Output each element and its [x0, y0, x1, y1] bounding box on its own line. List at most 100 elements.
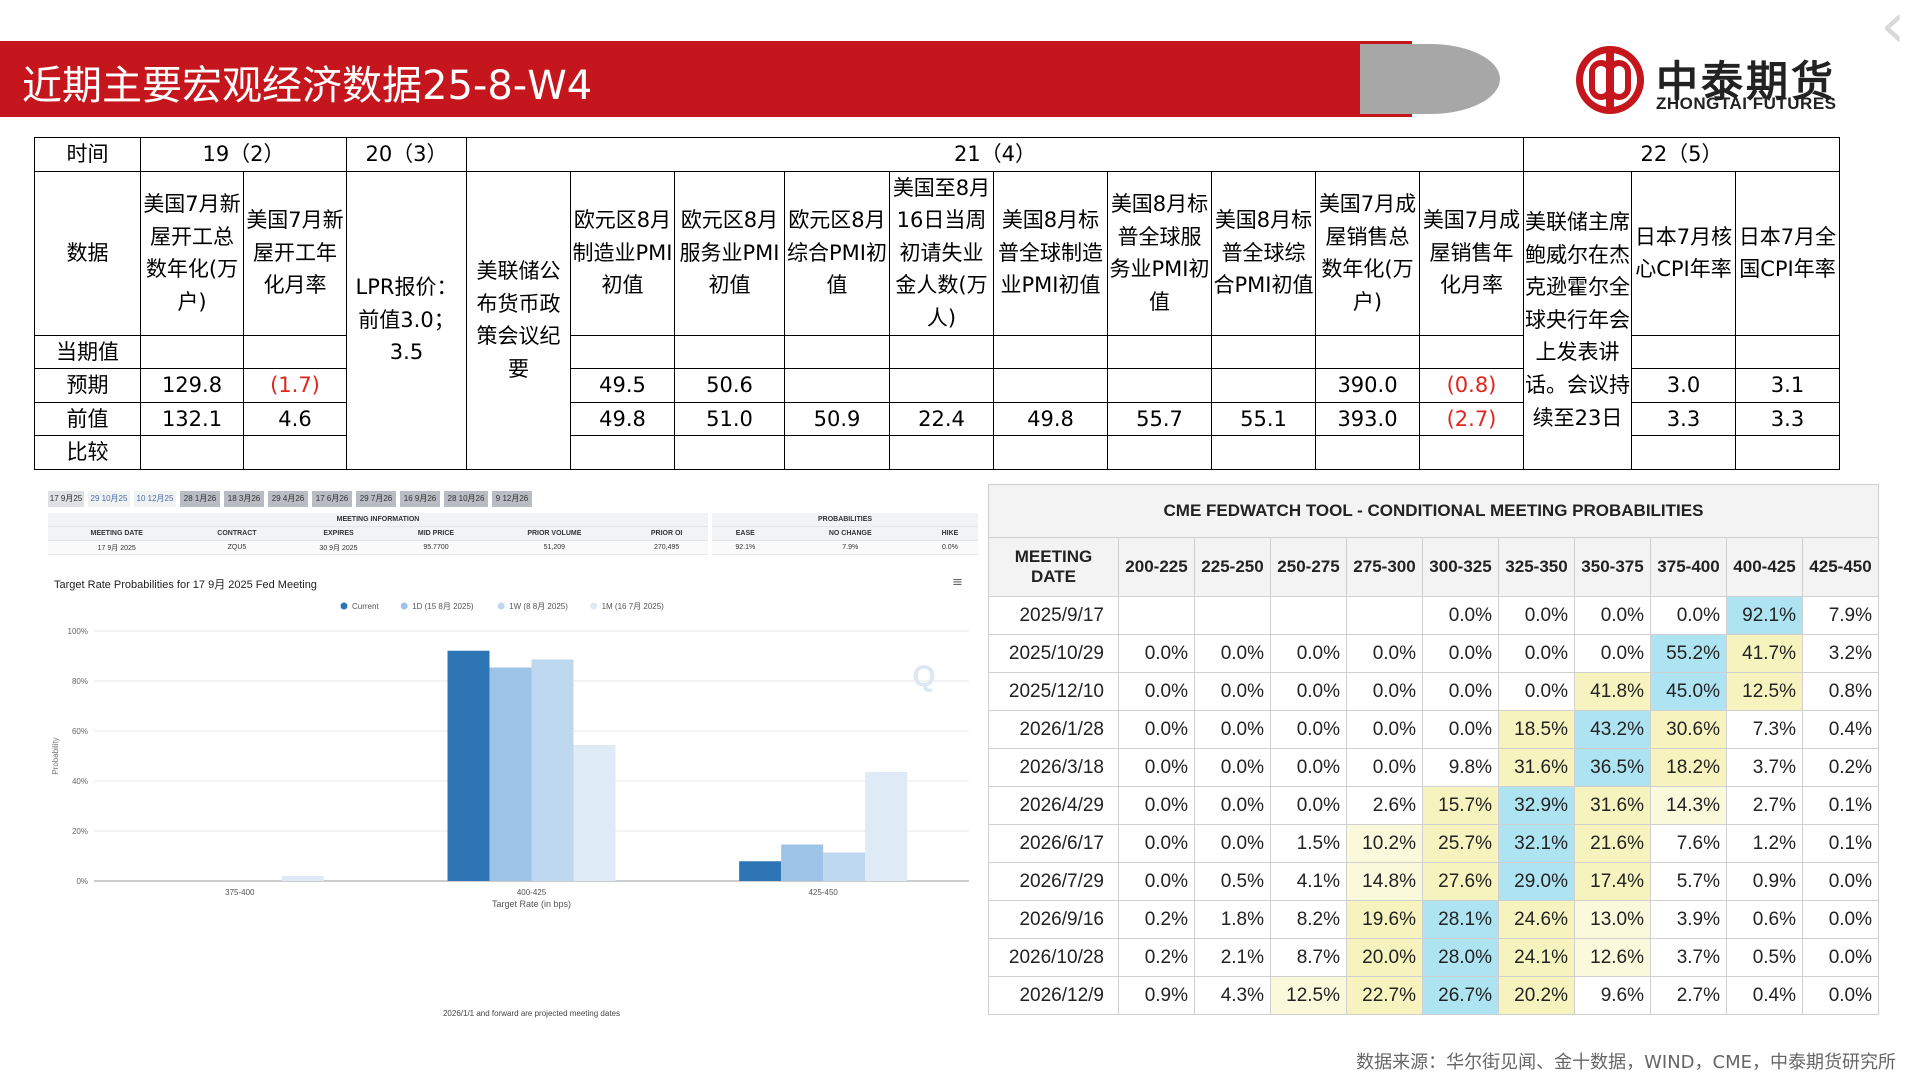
fedwatch-chart-panel: 17 9月25 29 10月25 10 12月25 28 1月26 18 3月2…: [44, 483, 982, 1023]
probability-cell: 0.1%: [1802, 824, 1879, 863]
indicator-label: 欧元区8月制造业PMI初值: [570, 170, 675, 336]
menu-icon[interactable]: ≡: [952, 575, 963, 590]
probability-cell: 28.1%: [1422, 900, 1499, 939]
logo-name-cn: 中泰期货: [1656, 57, 1837, 106]
probability-cell: 0.0%: [1118, 748, 1195, 787]
column-header: 275-300: [1346, 537, 1423, 597]
probability-cell: 15.7%: [1422, 786, 1499, 825]
probability-cell: 0.5%: [1726, 938, 1803, 977]
y-tick-label: 80%: [72, 677, 88, 686]
probability-cell: 0.0%: [1270, 634, 1347, 673]
expected-value: 3.1: [1735, 368, 1840, 403]
current-value: [140, 334, 244, 370]
table-row: 2025/9/17 0.0% 0.0% 0.0% 0.0% 92.1% 7.9%: [988, 596, 1879, 635]
probability-cell: 0.4%: [1802, 710, 1879, 749]
meeting-date: 2026/6/17: [988, 824, 1119, 863]
meeting-tab[interactable]: 16 9月26: [400, 491, 440, 507]
previous-value: 4.6: [243, 401, 347, 437]
probability-cell: 24.1%: [1498, 938, 1575, 977]
meeting-info-value: 17 9月 2025: [48, 540, 186, 555]
probability-cell: 55.2%: [1650, 634, 1727, 673]
probability-cell: 0.0%: [1194, 786, 1271, 825]
bar: [865, 772, 908, 881]
compare-value: [1735, 435, 1840, 470]
probability-cell: 0.0%: [1346, 634, 1423, 673]
previous-value: 55.7: [1107, 401, 1212, 437]
probability-cell: 0.0%: [1118, 672, 1195, 711]
bar: [781, 844, 824, 881]
probability-cell: 29.0%: [1498, 862, 1575, 901]
probability-cell: 32.1%: [1498, 824, 1575, 863]
meeting-tab[interactable]: 28 10月26: [444, 491, 488, 507]
probability-cell: 5.7%: [1650, 862, 1727, 901]
current-value: [1735, 334, 1840, 370]
probability-cell: 26.7%: [1422, 976, 1499, 1015]
probability-cell: 0.0%: [1194, 824, 1271, 863]
expected-value: 49.5: [570, 368, 675, 403]
meeting-tab[interactable]: 29 4月26: [268, 491, 308, 507]
expected-value: (1.7): [243, 368, 347, 403]
meeting-info-header: EXPIRES: [288, 526, 389, 541]
probability-cell: 0.0%: [1118, 786, 1195, 825]
table-row: 2026/1/28 0.0% 0.0% 0.0% 0.0% 0.0% 18.5% 43.2% 3…: [988, 710, 1879, 749]
column-header: 200-225: [1118, 537, 1195, 597]
meeting-info-header: CONTRACT: [185, 526, 289, 541]
column-header: 375-400: [1650, 537, 1727, 597]
logo-name-en: ZHONGTAI FUTURES: [1656, 94, 1837, 113]
probability-cell: 0.0%: [1498, 672, 1575, 711]
compare-value: [1107, 435, 1212, 470]
table-row: 2025/10/29 0.0% 0.0% 0.0% 0.0% 0.0% 0.0% 0.0% 55…: [988, 634, 1879, 673]
y-tick-label: 20%: [72, 827, 88, 836]
legend-marker: [340, 602, 348, 610]
probability-cell: [1346, 596, 1423, 635]
probability-cell: 7.9%: [1802, 596, 1879, 635]
x-tick-label: 400-425: [517, 888, 547, 897]
meeting-info-header: MID PRICE: [388, 526, 484, 541]
bar: [489, 667, 532, 881]
probability-cell: 27.6%: [1422, 862, 1499, 901]
date-header: 19（2）: [140, 137, 347, 172]
probability-cell: 9.6%: [1574, 976, 1651, 1015]
previous-value: 22.4: [889, 401, 994, 437]
probability-cell: 0.9%: [1726, 862, 1803, 901]
table-row: 2026/4/29 0.0% 0.0% 0.0% 2.6% 15.7% 32.9% 31.6%…: [988, 786, 1879, 825]
probability-cell: 31.6%: [1498, 748, 1575, 787]
meeting-tab[interactable]: 18 3月26: [224, 491, 264, 507]
meeting-tab[interactable]: 17 6月26: [312, 491, 352, 507]
probabilities-value: 7.9%: [778, 540, 922, 555]
date-header: 21（4）: [466, 137, 1524, 172]
probability-cell: 28.0%: [1422, 938, 1499, 977]
probability-cell: 2.7%: [1650, 976, 1727, 1015]
probability-cell: 0.9%: [1118, 976, 1195, 1015]
meeting-tab[interactable]: 17 9月25: [48, 491, 84, 507]
expected-value: 3.0: [1631, 368, 1736, 403]
previous-value: 51.0: [674, 401, 785, 437]
page-title: 近期主要宏观经济数据25-8-W4: [22, 63, 593, 109]
probability-cell: 2.6%: [1346, 786, 1423, 825]
compare-value: [140, 435, 244, 470]
meeting-tab[interactable]: 29 7月26: [356, 491, 396, 507]
column-header: 225-250: [1194, 537, 1271, 597]
indicator-label: 美国7月成屋销售总数年化(万户): [1315, 170, 1420, 336]
probability-cell: 36.5%: [1574, 748, 1651, 787]
legend-marker: [590, 602, 598, 610]
row-label: 当期值: [34, 334, 141, 370]
meeting-tab[interactable]: 29 10月25: [88, 491, 130, 507]
current-value: [993, 334, 1108, 370]
date-header: 22（5）: [1523, 137, 1840, 172]
probability-cell: 0.0%: [1346, 672, 1423, 711]
meeting-tab[interactable]: 10 12月25: [134, 491, 176, 507]
meeting-date: 2025/12/10: [988, 672, 1119, 711]
meeting-tab[interactable]: 28 1月26: [180, 491, 220, 507]
meeting-tab[interactable]: 9 12月26: [492, 491, 532, 507]
probability-cell: 4.1%: [1270, 862, 1347, 901]
expected-value: 129.8: [140, 368, 244, 403]
current-value: [1631, 334, 1736, 370]
probability-cell: 0.1%: [1802, 786, 1879, 825]
probability-cell: 1.2%: [1726, 824, 1803, 863]
current-value: [1419, 334, 1524, 370]
company-logo: [1576, 46, 1644, 114]
probability-cell: 0.0%: [1118, 710, 1195, 749]
bar: [531, 659, 574, 881]
meeting-date: 2025/10/29: [988, 634, 1119, 673]
